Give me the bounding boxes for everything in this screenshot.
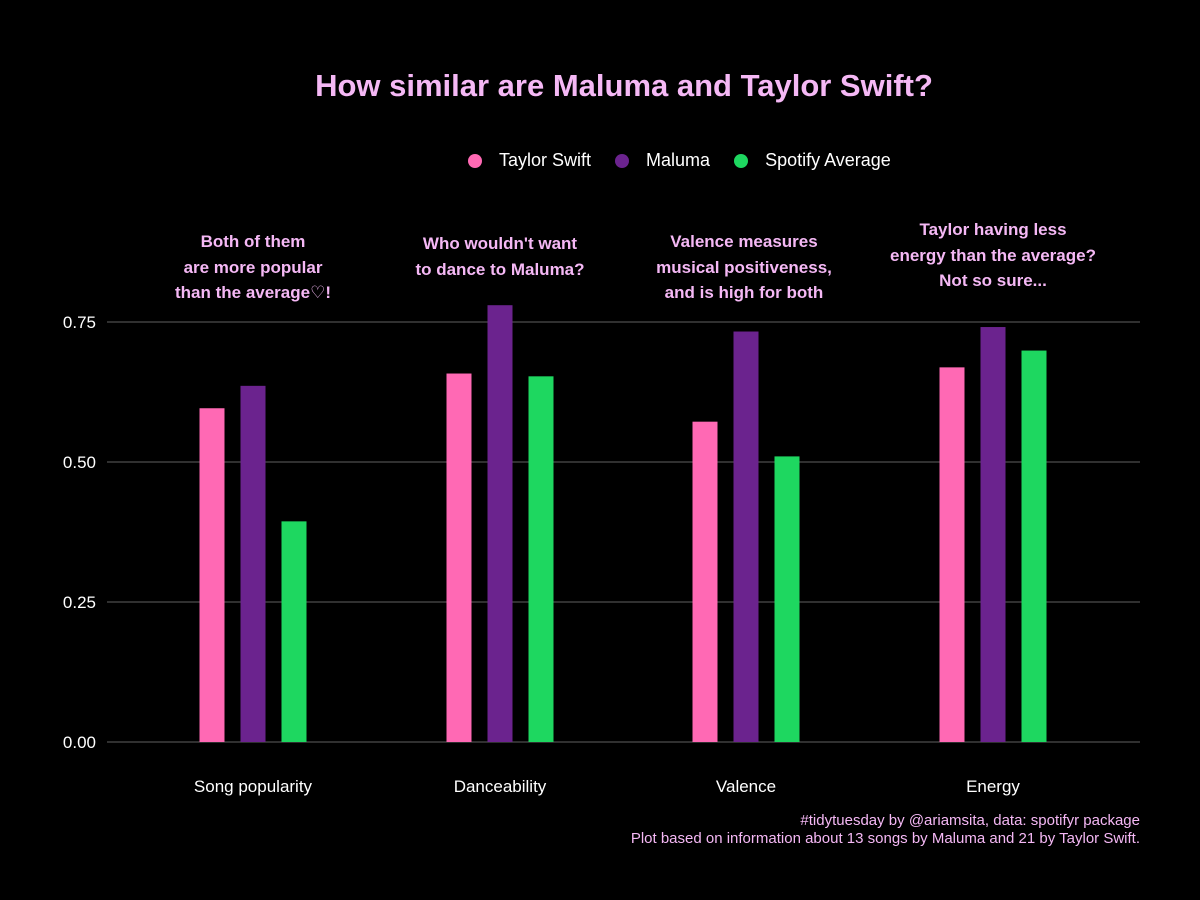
y-tick-label: 0.50: [63, 453, 96, 472]
caption: #tidytuesday by @ariamsita, data: spotif…: [631, 812, 1140, 848]
annotation-line: Valence measures: [670, 232, 818, 251]
bar-maluma: [487, 305, 513, 742]
annotation-danceability: Who wouldn't want to dance to Maluma?: [380, 231, 620, 282]
annotation-line: Taylor having less: [919, 220, 1067, 239]
y-tick-label: 0.75: [63, 313, 96, 332]
legend-dot-spotify-average: [734, 153, 749, 168]
annotation-line: and is high for both: [664, 283, 824, 303]
annotation-line: to dance to Maluma?: [415, 259, 585, 279]
bar-spotify-average: [528, 376, 554, 742]
legend-item-spotify-average: Spotify Average: [734, 150, 891, 171]
annotation-line: than the average♡!: [174, 283, 331, 303]
caption-line-note: Plot based on information about 13 songs…: [630, 830, 1140, 847]
bar-taylor-swift: [939, 367, 965, 742]
bar-spotify-average: [1021, 350, 1047, 742]
bar-spotify-average: [281, 521, 307, 742]
y-tick-label: 0.00: [63, 733, 96, 752]
annotation-line: Both of them: [200, 232, 306, 251]
legend-item-maluma: Maluma: [615, 150, 710, 171]
y-tick-label: 0.25: [63, 593, 96, 612]
annotation-line: Who wouldn't want: [422, 234, 578, 253]
bar-taylor-swift: [692, 421, 718, 742]
annotation-line: energy than the average?: [890, 245, 1096, 265]
bar-maluma: [733, 331, 759, 742]
annotation-line: musical positiveness,: [656, 257, 832, 277]
annotation-energy: Taylor having less energy than the avera…: [873, 217, 1113, 294]
legend-label: Spotify Average: [765, 150, 891, 170]
bar-taylor-swift: [446, 373, 472, 742]
bar-spotify-average: [774, 456, 800, 742]
x-tick-label: Danceability: [454, 777, 547, 796]
legend-item-taylor-swift: Taylor Swift: [468, 150, 591, 171]
annotation-line: are more popular: [183, 257, 323, 277]
annotation-song-popularity: Both of them are more popular than the a…: [133, 229, 373, 306]
x-tick-label: Valence: [716, 777, 776, 796]
annotation-valence: Valence measures musical positiveness, a…: [624, 229, 864, 306]
bar-maluma: [240, 385, 266, 742]
legend-dot-maluma: [615, 153, 630, 168]
caption-line-credit: #tidytuesday by @ariamsita, data: spotif…: [800, 812, 1140, 829]
legend-dot-taylor-swift: [468, 153, 482, 168]
legend-label: Maluma: [646, 150, 711, 170]
legend-label: Taylor Swift: [499, 150, 592, 170]
bar-taylor-swift: [199, 408, 225, 742]
chart-title: How similar are Maluma and Taylor Swift?: [315, 68, 933, 103]
annotation-line: Not so sure...: [939, 271, 1047, 291]
bar-maluma: [980, 327, 1006, 742]
x-tick-label: Energy: [966, 777, 1020, 796]
legend: Taylor Swift Maluma Spotify Average: [468, 150, 915, 171]
x-tick-label: Song popularity: [194, 777, 313, 796]
